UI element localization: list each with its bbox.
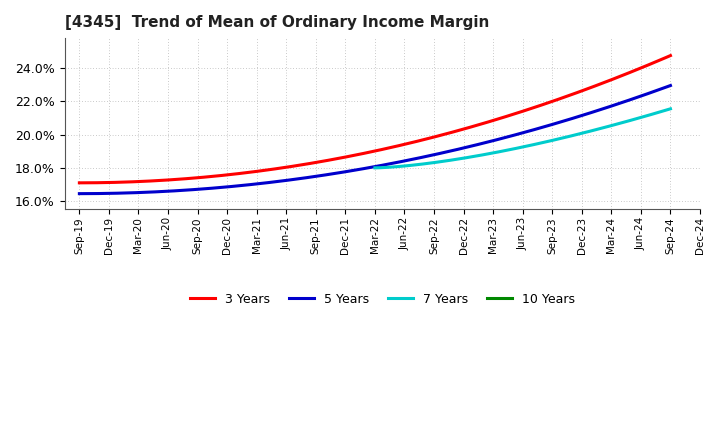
Text: [4345]  Trend of Mean of Ordinary Income Margin: [4345] Trend of Mean of Ordinary Income … bbox=[65, 15, 489, 30]
Legend: 3 Years, 5 Years, 7 Years, 10 Years: 3 Years, 5 Years, 7 Years, 10 Years bbox=[185, 288, 580, 311]
